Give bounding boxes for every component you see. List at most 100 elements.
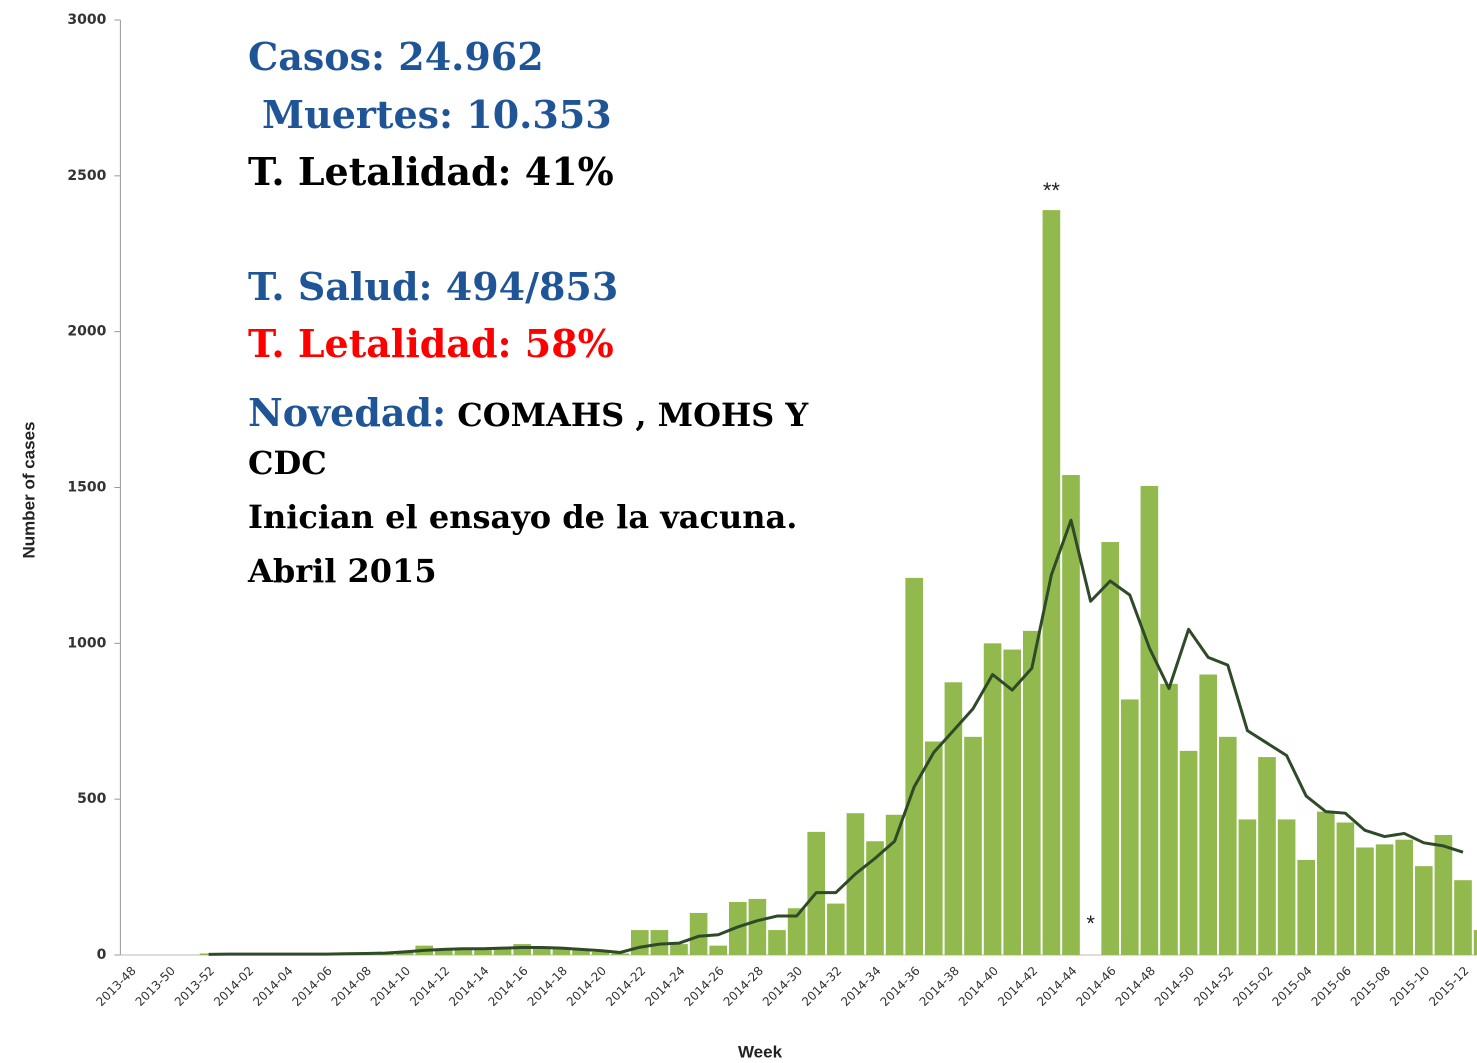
bar: [1042, 210, 1061, 955]
bar: [1003, 649, 1022, 955]
x-tick-label: 2014-38: [917, 964, 962, 1009]
bar: [1160, 683, 1178, 955]
bar: [983, 643, 1002, 955]
y-tick-label: 1500: [67, 480, 106, 496]
bar: [474, 948, 492, 955]
bar: [885, 814, 904, 955]
overlay-text: Casos: 24.962: [248, 34, 544, 79]
bar: [689, 912, 708, 955]
bar: [944, 682, 963, 955]
bar: [709, 945, 728, 955]
y-tick-label: 1000: [67, 635, 106, 651]
x-tick-label: 2014-28: [721, 964, 766, 1009]
bar: [1101, 542, 1120, 955]
bar: [748, 898, 767, 955]
x-tick-label: 2014-26: [681, 964, 726, 1009]
bar: [611, 953, 630, 955]
x-axis-label: Week: [738, 1042, 783, 1061]
overlay-text: Muertes: 10.353: [262, 92, 612, 137]
x-tick-label: 2014-06: [289, 964, 334, 1009]
x-tick-label: 2013-50: [133, 964, 178, 1009]
bar: [1336, 822, 1355, 955]
bar: [1140, 485, 1159, 955]
y-tick-label: 2000: [67, 324, 106, 340]
bar: [846, 813, 865, 955]
x-tick-label: 2014-22: [603, 964, 648, 1009]
bar: [1375, 844, 1394, 955]
bar: [924, 741, 943, 955]
x-tick-label: 2014-36: [877, 964, 922, 1009]
overlay-text: CDC: [248, 444, 327, 482]
bar: [826, 903, 845, 955]
x-tick-label: 2015-06: [1309, 964, 1354, 1009]
x-tick-label: 2014-42: [995, 964, 1040, 1009]
x-tick-label: 2013-52: [172, 964, 217, 1009]
x-tick-label: 2014-10: [368, 964, 413, 1009]
x-tick-label: 2014-32: [799, 964, 844, 1009]
x-tick-label: 2014-30: [760, 964, 805, 1009]
x-tick-label: 2014-16: [485, 964, 530, 1009]
y-tick-label: 500: [77, 791, 106, 807]
x-tick-label: 2014-18: [525, 964, 570, 1009]
annotation: *: [1086, 911, 1095, 936]
y-axis-label: Number of cases: [19, 422, 38, 559]
x-tick-label: 2014-24: [642, 964, 687, 1009]
bar: [513, 944, 532, 955]
bar: [1316, 811, 1335, 955]
overlay-text: T. Letalidad: 58%: [248, 321, 614, 366]
x-tick-label: 2014-08: [329, 964, 374, 1009]
bar: [591, 951, 610, 955]
bar: [434, 950, 453, 955]
overlay-line: Novedad: COMAHS , MOHS Y: [248, 390, 808, 435]
bar: [630, 930, 649, 955]
x-tick-label: 2015-08: [1348, 964, 1393, 1009]
bar: [1356, 847, 1374, 955]
x-tick-label: 2015-10: [1387, 964, 1432, 1009]
x-tick-label: 2014-50: [1152, 964, 1197, 1009]
x-tick-label: 2014-40: [956, 964, 1001, 1009]
bar: [787, 908, 806, 955]
overlay-text: T. Letalidad: 41%: [248, 149, 614, 194]
x-tick-label: 2014-48: [1113, 964, 1158, 1009]
bar: [1277, 819, 1296, 955]
bar: [1258, 757, 1276, 955]
bar: [1179, 750, 1198, 955]
overlay-text: COMAHS , MOHS Y: [446, 396, 809, 434]
bar: [650, 930, 669, 955]
x-tick-label: 2013-48: [93, 964, 138, 1009]
x-tick-label: 2015-02: [1230, 964, 1275, 1009]
y-tick-label: 3000: [67, 12, 106, 28]
bar: [1199, 674, 1218, 955]
bar: [572, 950, 590, 955]
bar: [670, 944, 688, 955]
bar: [1120, 699, 1139, 955]
x-tick-label: 2015-12: [1426, 964, 1471, 1009]
x-tick-label: 2014-34: [838, 964, 883, 1009]
bar: [905, 577, 924, 955]
bar: [552, 948, 571, 955]
overlay-text: T. Salud: 494/853: [248, 264, 619, 309]
bar: [1022, 630, 1041, 955]
bar: [395, 952, 414, 955]
bar: [1473, 930, 1477, 955]
bar: [1297, 859, 1316, 955]
x-tick-label: 2014-14: [446, 964, 491, 1009]
bar: [493, 948, 512, 955]
bar: [768, 930, 786, 955]
x-tick-label: 2014-04: [250, 964, 295, 1009]
x-tick-label: 2014-46: [1073, 964, 1118, 1009]
bar: [1238, 819, 1257, 955]
bar: [866, 841, 884, 955]
x-tick-label: 2014-20: [564, 964, 609, 1009]
overlay-text: Inician el ensayo de la vacuna.: [248, 498, 798, 536]
bar: [1454, 880, 1472, 955]
annotation: **: [1043, 178, 1061, 203]
moving-average-line: [208, 518, 1464, 956]
overlay-text: Abril 2015: [248, 552, 437, 590]
bar: [1414, 866, 1433, 955]
y-tick-label: 0: [97, 947, 107, 963]
x-tick-label: 2015-04: [1269, 964, 1314, 1009]
bar: [1395, 839, 1414, 955]
